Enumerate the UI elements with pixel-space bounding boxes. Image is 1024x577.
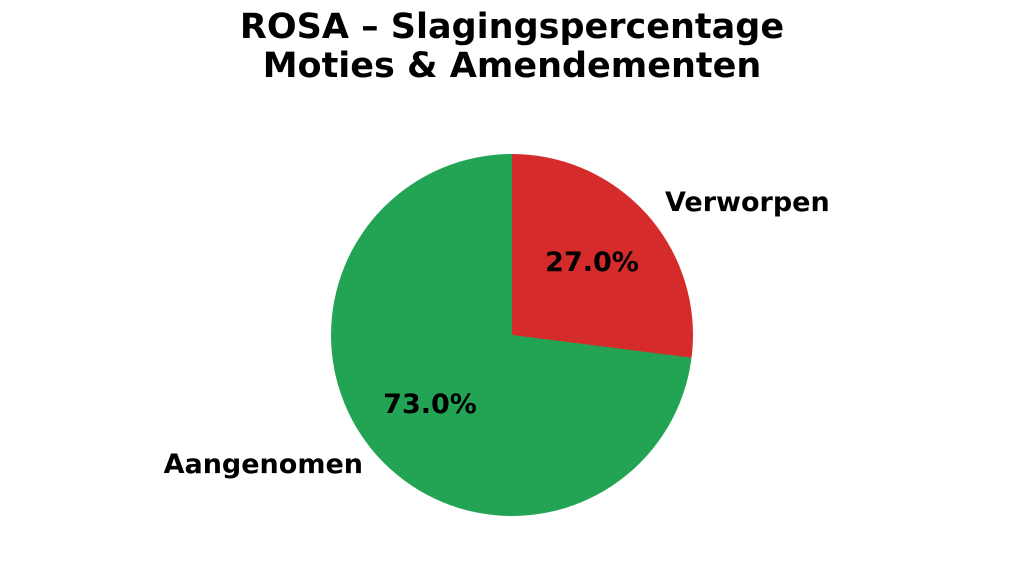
- slice-label-verworpen: Verworpen: [665, 187, 830, 218]
- pct-label-verworpen: 27.0%: [545, 247, 639, 278]
- pie-chart: [331, 154, 693, 516]
- pct-label-aangenomen: 73.0%: [383, 389, 477, 420]
- chart-title: ROSA – Slagingspercentage Moties & Amend…: [239, 7, 785, 87]
- slice-label-aangenomen: Aangenomen: [163, 449, 363, 480]
